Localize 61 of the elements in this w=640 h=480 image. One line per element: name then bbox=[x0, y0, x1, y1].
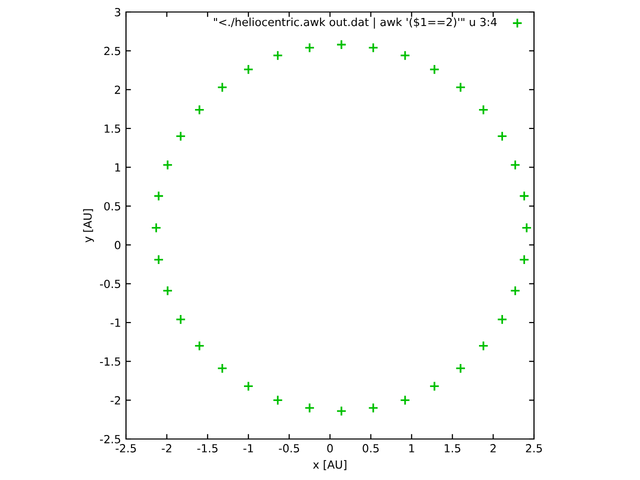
y-tick-label: 2.5 bbox=[104, 46, 120, 56]
x-tick-label: 1.5 bbox=[444, 444, 460, 452]
point bbox=[272, 50, 284, 61]
y-tick-label: -1 bbox=[110, 318, 120, 327]
point bbox=[336, 406, 347, 416]
point bbox=[400, 50, 410, 61]
point bbox=[243, 64, 254, 75]
point bbox=[478, 340, 489, 352]
x-tick-label: -0.5 bbox=[278, 444, 300, 452]
y-tick-label: 0 bbox=[114, 240, 120, 250]
point bbox=[368, 402, 378, 414]
point bbox=[496, 314, 508, 325]
point bbox=[478, 104, 489, 116]
x-tick-label: -1 bbox=[243, 444, 253, 452]
x-axis-title: x [AU] bbox=[313, 460, 346, 470]
point bbox=[368, 42, 378, 53]
point bbox=[336, 39, 347, 50]
point bbox=[153, 190, 164, 202]
point bbox=[496, 130, 508, 142]
point bbox=[217, 82, 228, 93]
point bbox=[175, 314, 186, 325]
point bbox=[429, 380, 440, 392]
y-tick-label: 1.5 bbox=[104, 124, 120, 133]
y-tick-label: 2 bbox=[114, 86, 120, 94]
point bbox=[217, 363, 228, 374]
y-axis-title: y [AU] bbox=[83, 209, 94, 242]
point bbox=[510, 160, 520, 170]
y-tick-label: 3 bbox=[114, 8, 120, 16]
x-tick-label: 0.5 bbox=[362, 444, 379, 452]
point bbox=[510, 285, 520, 296]
point bbox=[521, 222, 532, 234]
point bbox=[518, 254, 530, 265]
y-tick-label: -2 bbox=[110, 396, 120, 404]
point bbox=[153, 254, 164, 265]
y-tick-label: 1 bbox=[115, 163, 120, 172]
x-tick-label: -1.5 bbox=[197, 444, 218, 452]
y-tick-label: -1.5 bbox=[100, 357, 120, 366]
point bbox=[304, 402, 315, 414]
point bbox=[194, 340, 205, 352]
legend-label: "<./heliocentric.awk out.dat | awk '($1==2)'" u 3:4 bbox=[214, 18, 497, 29]
x-tick-label: -2 bbox=[162, 444, 172, 452]
point bbox=[272, 394, 284, 406]
y-tick-label: -2.5 bbox=[100, 434, 120, 444]
point bbox=[150, 222, 162, 234]
x-tick-label: 2.5 bbox=[526, 444, 542, 452]
point bbox=[194, 104, 205, 116]
point bbox=[175, 130, 186, 142]
point bbox=[455, 363, 466, 374]
point bbox=[304, 42, 315, 53]
point bbox=[243, 380, 254, 392]
point bbox=[455, 82, 466, 93]
y-tick-label: 0.5 bbox=[104, 202, 120, 210]
y-tick-label: -0.5 bbox=[100, 280, 120, 288]
point bbox=[162, 285, 173, 296]
point bbox=[518, 190, 530, 202]
point bbox=[400, 394, 410, 406]
x-tick-label: 2 bbox=[490, 444, 496, 452]
point bbox=[429, 64, 440, 75]
point bbox=[162, 160, 173, 170]
x-tick-label: 0 bbox=[327, 444, 333, 452]
x-tick-label: 1 bbox=[409, 444, 414, 452]
